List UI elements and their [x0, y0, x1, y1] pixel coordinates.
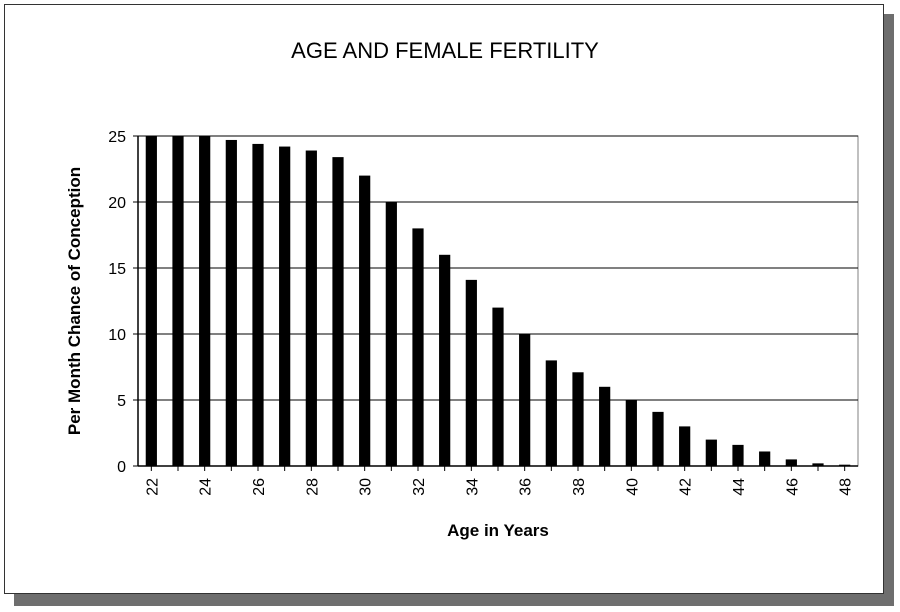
- bar-age-40: [625, 400, 637, 466]
- x-tick-label: 22: [144, 478, 161, 496]
- bar-age-27: [279, 146, 291, 466]
- x-tick-label: 46: [784, 478, 801, 496]
- bar-age-38: [572, 372, 584, 466]
- y-tick-label: 0: [117, 459, 126, 476]
- bar-age-24: [199, 136, 211, 466]
- bar-age-25: [225, 139, 237, 466]
- bar-age-29: [332, 157, 344, 466]
- bars: [145, 136, 851, 467]
- y-tick-label: 25: [108, 129, 126, 146]
- bar-age-41: [652, 411, 664, 466]
- bar-age-28: [305, 150, 317, 466]
- x-tick-label: 32: [411, 478, 428, 496]
- bar-age-34: [465, 279, 477, 466]
- x-axis-label: Age in Years: [447, 521, 549, 540]
- y-tick-label: 15: [108, 261, 126, 278]
- x-tick-label: 24: [198, 478, 215, 496]
- bar-age-30: [359, 175, 371, 466]
- y-axis-label: Per Month Chance of Conception: [65, 167, 84, 435]
- y-axis-ticks: 0 5 10 15 20 25: [108, 129, 138, 476]
- bar-age-44: [732, 444, 744, 466]
- x-tick-label: 26: [251, 478, 268, 496]
- bar-age-31: [385, 202, 397, 466]
- bar-age-33: [439, 254, 451, 466]
- y-tick-label: 20: [108, 195, 126, 212]
- bar-age-43: [705, 439, 717, 466]
- bar-age-26: [252, 143, 264, 467]
- bar-age-32: [412, 228, 424, 466]
- x-tick-label: 44: [731, 478, 748, 496]
- bar-age-42: [679, 426, 691, 466]
- bar-age-36: [519, 334, 531, 466]
- x-axis-ticks: 22 24 26 28 30 32 34 36 38 40 42 44 46 48: [144, 466, 855, 496]
- bar-age-22: [145, 136, 157, 466]
- bar-age-23: [172, 136, 184, 466]
- x-tick-label: 48: [838, 478, 855, 496]
- x-tick-label: 42: [678, 478, 695, 496]
- x-tick-label: 30: [358, 478, 375, 496]
- y-tick-label: 5: [117, 393, 126, 410]
- bar-age-46: [785, 459, 797, 466]
- x-tick-label: 34: [464, 478, 481, 496]
- x-tick-label: 28: [304, 478, 321, 496]
- x-tick-label: 36: [518, 478, 535, 496]
- bar-age-47: [812, 463, 824, 466]
- y-tick-label: 10: [108, 327, 126, 344]
- bar-age-39: [599, 386, 611, 466]
- chart-title: AGE AND FEMALE FERTILITY: [291, 38, 599, 63]
- x-tick-label: 38: [571, 478, 588, 496]
- bar-age-35: [492, 307, 504, 466]
- x-tick-label: 40: [624, 478, 641, 496]
- bar-age-45: [759, 451, 771, 466]
- bar-age-37: [545, 360, 557, 466]
